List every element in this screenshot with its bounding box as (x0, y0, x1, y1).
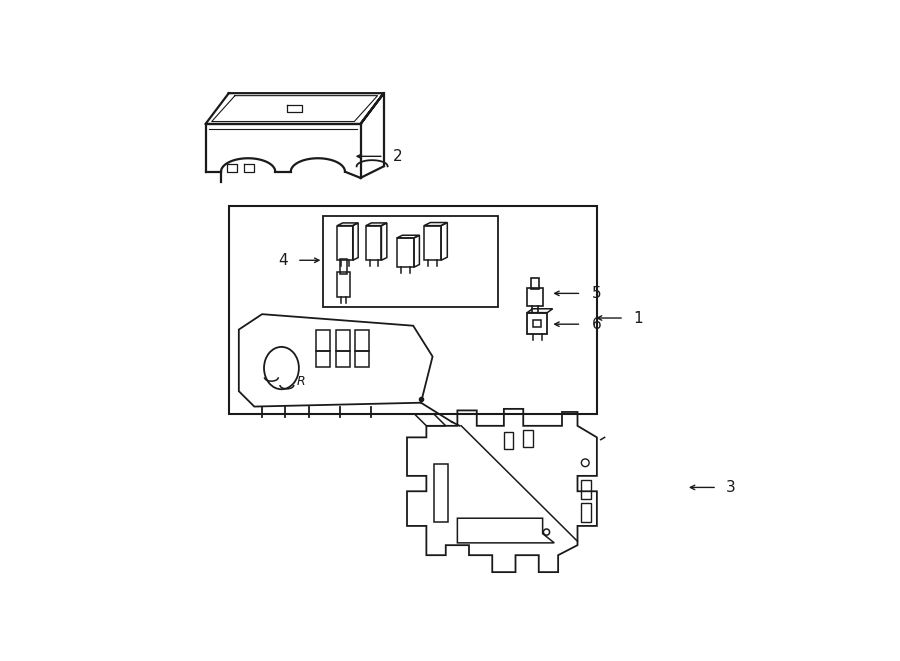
Bar (527, 313, 547, 334)
Bar (316, 330, 330, 351)
Bar (336, 351, 349, 367)
Bar (523, 430, 533, 447)
Bar (366, 225, 382, 260)
Bar (229, 206, 597, 414)
Polygon shape (205, 124, 361, 186)
Bar (356, 330, 369, 351)
Bar (323, 216, 498, 307)
Bar (527, 288, 543, 305)
Text: R: R (296, 375, 305, 389)
Text: 2: 2 (393, 149, 402, 164)
Polygon shape (205, 93, 383, 124)
Bar (338, 272, 349, 297)
Bar (338, 225, 353, 260)
Bar (397, 238, 414, 267)
Bar (531, 278, 539, 290)
Bar (336, 330, 349, 351)
Bar (534, 319, 541, 327)
Bar (424, 225, 441, 260)
Bar (504, 432, 513, 449)
Text: 1: 1 (634, 311, 643, 325)
Bar (434, 464, 448, 522)
Bar (316, 351, 330, 367)
Bar (581, 503, 590, 522)
Text: 4: 4 (278, 253, 288, 268)
Polygon shape (361, 93, 383, 124)
Bar (356, 351, 369, 367)
Text: 3: 3 (726, 480, 736, 495)
Polygon shape (361, 93, 383, 178)
Text: 5: 5 (591, 286, 601, 301)
Text: 6: 6 (591, 317, 601, 332)
Bar (340, 258, 346, 274)
Bar (581, 480, 590, 499)
